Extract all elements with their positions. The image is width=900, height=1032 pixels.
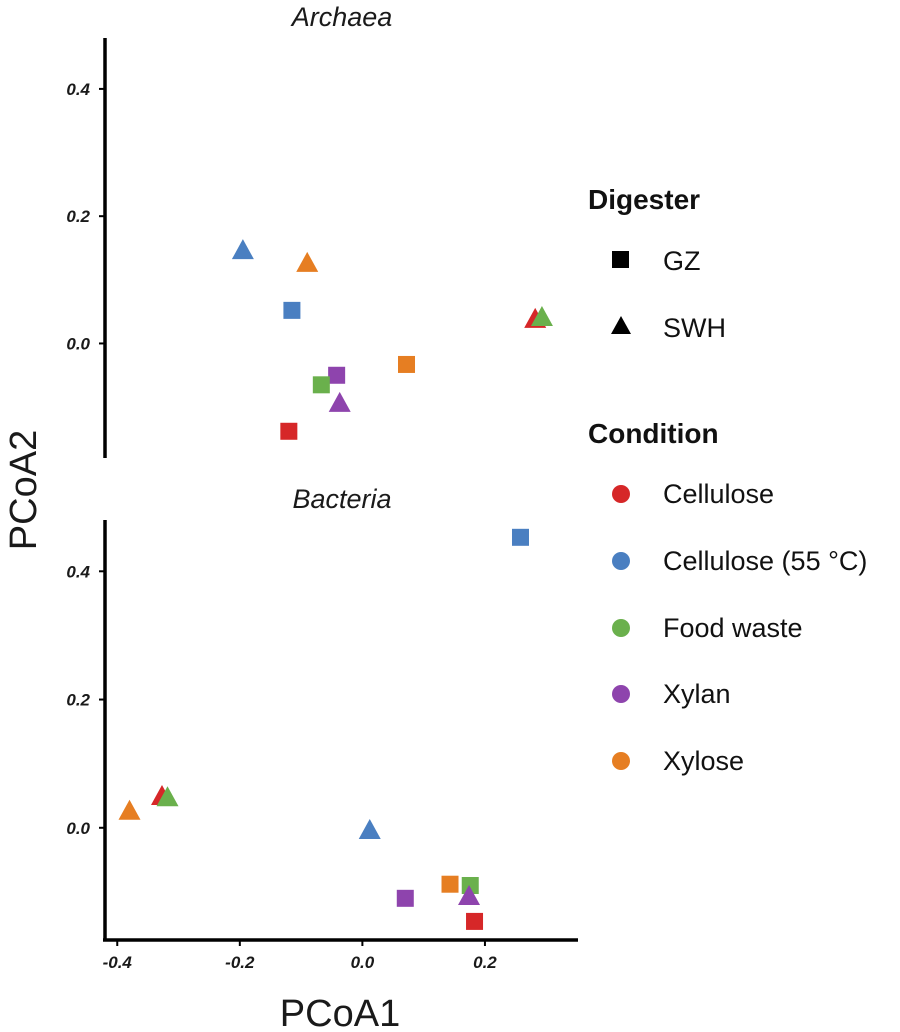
bacteria-point-swh-cellulose-55-c xyxy=(358,818,381,839)
x-tick-label: -0.4 xyxy=(103,953,133,972)
archaea-point-gz-xylose xyxy=(398,355,416,373)
x-tick-label: -0.2 xyxy=(225,953,255,972)
x-ticks: -0.4 -0.2 0.0 0.2 xyxy=(103,940,497,972)
archaea-y-ticks: 0.0 0.2 0.4 xyxy=(66,80,105,353)
bacteria-points xyxy=(118,528,529,930)
legend-label-gz: GZ xyxy=(663,246,701,276)
bacteria-point-gz-food-waste xyxy=(461,876,479,894)
x-tick-label: 0.2 xyxy=(473,953,497,972)
legend-label-cellulose: Cellulose xyxy=(663,479,774,509)
legend-circle-xylan xyxy=(612,685,630,703)
archaea-point-gz-cellulose-55-c xyxy=(283,301,301,319)
legend: Digester GZ SWH Condition Cellulose Cell… xyxy=(588,184,867,776)
bacteria-point-swh-xylose xyxy=(118,799,141,820)
legend-circle-cellulose-55 xyxy=(612,552,630,570)
y-tick-label: 0.4 xyxy=(66,80,90,99)
legend-triangle-icon xyxy=(611,316,631,334)
y-tick-label: 0.4 xyxy=(66,562,90,581)
y-tick-label: 0.2 xyxy=(66,207,90,226)
bacteria-point-swh-food-waste xyxy=(156,786,179,807)
legend-circle-cellulose xyxy=(612,485,630,503)
legend-circle-food-waste xyxy=(612,619,630,637)
panel-title-bacteria: Bacteria xyxy=(292,484,391,514)
y-tick-label: 0.0 xyxy=(66,819,90,838)
y-axis-title: PCoA2 xyxy=(3,430,45,550)
archaea-point-swh-xylan xyxy=(328,391,351,412)
bacteria-point-gz-xylose xyxy=(441,875,459,893)
bacteria-point-gz-cellulose-55-c xyxy=(511,528,529,546)
archaea-points xyxy=(231,239,553,440)
x-tick-label: 0.0 xyxy=(351,953,375,972)
panel-title-archaea: Archaea xyxy=(290,2,393,32)
y-tick-label: 0.0 xyxy=(66,334,90,353)
legend-label-swh: SWH xyxy=(663,313,726,343)
archaea-point-swh-food-waste xyxy=(530,306,553,326)
archaea-point-gz-food-waste xyxy=(312,376,330,394)
archaea-point-gz-cellulose xyxy=(280,422,298,440)
bacteria-y-ticks: 0.0 0.2 0.4 xyxy=(66,562,105,838)
legend-label-xylan: Xylan xyxy=(663,679,731,709)
legend-label-cellulose-55: Cellulose (55 °C) xyxy=(663,546,867,576)
archaea-point-swh-xylose xyxy=(296,251,319,272)
legend-title-condition: Condition xyxy=(588,418,719,449)
bacteria-point-gz-cellulose xyxy=(466,912,484,930)
bacteria-point-swh-xylan xyxy=(458,885,481,906)
y-tick-label: 0.2 xyxy=(66,691,90,710)
legend-square-icon xyxy=(612,251,629,268)
legend-label-food-waste: Food waste xyxy=(663,613,803,643)
bacteria-point-gz-xylan xyxy=(396,889,414,907)
archaea-point-swh-cellulose-55-c xyxy=(231,239,254,260)
x-axis-title: PCoA1 xyxy=(280,993,400,1032)
archaea-point-gz-xylan xyxy=(328,366,346,384)
legend-circle-xylose xyxy=(612,752,630,770)
legend-label-xylose: Xylose xyxy=(663,746,744,776)
legend-title-digester: Digester xyxy=(588,184,700,215)
